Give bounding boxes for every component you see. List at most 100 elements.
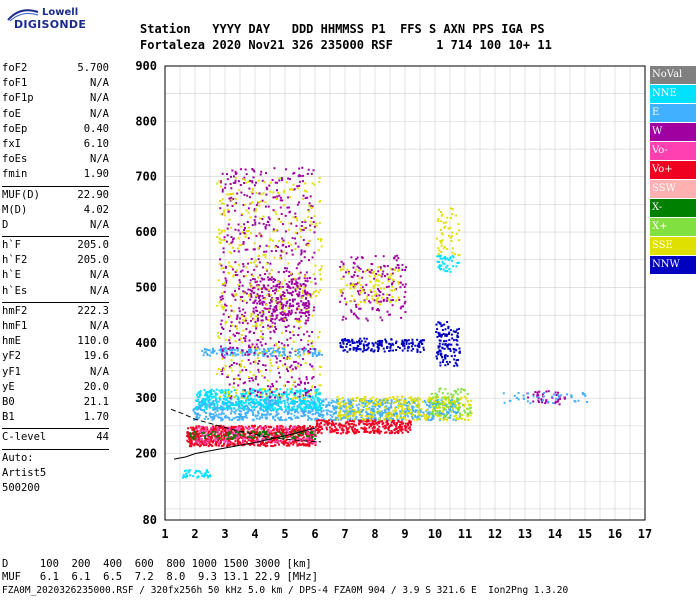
- data-point: [375, 422, 378, 424]
- data-point: [296, 348, 299, 351]
- data-point: [290, 369, 293, 372]
- data-point: [277, 192, 279, 195]
- data-point: [364, 415, 367, 418]
- data-point: [258, 192, 261, 195]
- data-point: [314, 402, 317, 405]
- data-point: [370, 348, 373, 351]
- data-point: [453, 411, 456, 413]
- data-point: [321, 427, 324, 430]
- param-row: yF2 19.6: [2, 350, 109, 365]
- data-point: [282, 297, 285, 300]
- data-point: [353, 418, 356, 421]
- data-point: [401, 341, 404, 344]
- data-point: [281, 425, 284, 428]
- data-point: [204, 427, 207, 430]
- data-point: [223, 368, 225, 371]
- param-value: N/A: [90, 218, 109, 231]
- data-point: [217, 368, 220, 370]
- data-point: [211, 401, 214, 404]
- data-point: [298, 180, 301, 183]
- data-point: [372, 285, 375, 288]
- data-point: [249, 232, 252, 235]
- data-point: [318, 352, 321, 355]
- data-point: [203, 410, 206, 413]
- data-point: [311, 377, 314, 380]
- data-point: [208, 412, 211, 415]
- data-point: [288, 356, 291, 359]
- data-point: [338, 426, 341, 429]
- data-point: [381, 420, 384, 423]
- data-point: [246, 322, 249, 325]
- data-point: [426, 416, 429, 419]
- data-point: [321, 400, 324, 402]
- data-point: [211, 351, 214, 354]
- data-point: [241, 418, 244, 421]
- data-point: [313, 406, 316, 409]
- data-point: [300, 311, 303, 314]
- data-point: [232, 310, 235, 313]
- data-point: [400, 421, 403, 424]
- data-point: [408, 401, 410, 403]
- data-point: [224, 284, 227, 287]
- data-point: [360, 414, 363, 417]
- data-point: [356, 265, 359, 268]
- data-point: [455, 418, 457, 421]
- data-point: [435, 412, 437, 415]
- data-point: [322, 404, 325, 407]
- data-point: [212, 395, 215, 398]
- data-point: [279, 257, 282, 260]
- data-point: [389, 313, 391, 316]
- data-point: [245, 441, 248, 444]
- data-point: [386, 415, 389, 418]
- data-point: [278, 407, 281, 410]
- data-point: [274, 407, 277, 410]
- data-point: [421, 343, 424, 345]
- data-point: [230, 175, 232, 178]
- data-point: [252, 425, 255, 428]
- data-point: [211, 426, 214, 429]
- data-point: [412, 398, 414, 401]
- data-point: [244, 340, 247, 342]
- data-point: [379, 274, 382, 277]
- data-point: [419, 351, 422, 354]
- data-point: [245, 181, 247, 184]
- data-point: [360, 301, 363, 303]
- data-point: [299, 434, 302, 437]
- data-point: [331, 399, 334, 402]
- data-point: [408, 419, 411, 422]
- data-point: [287, 403, 290, 406]
- data-point: [188, 445, 191, 448]
- data-point: [252, 411, 254, 414]
- data-point: [224, 391, 227, 393]
- data-point: [281, 285, 284, 288]
- data-point: [384, 411, 387, 414]
- data-point: [283, 312, 286, 315]
- data-point: [401, 339, 404, 342]
- data-point: [226, 193, 229, 196]
- data-point: [231, 246, 234, 249]
- data-point: [403, 285, 406, 288]
- data-point: [232, 353, 235, 356]
- data-point: [432, 408, 435, 411]
- data-point: [220, 430, 223, 433]
- data-point: [240, 395, 243, 398]
- param-value: N/A: [90, 107, 109, 120]
- data-point: [379, 399, 381, 402]
- data-point: [308, 313, 311, 316]
- data-point: [261, 409, 264, 411]
- data-point: [317, 336, 319, 339]
- data-point: [214, 425, 217, 427]
- header-values: Fortaleza 2020 Nov21 326 235000 RSF 1 71…: [140, 38, 552, 52]
- data-point: [242, 435, 245, 438]
- data-point: [286, 405, 289, 408]
- data-point: [250, 313, 253, 316]
- data-point: [308, 210, 311, 213]
- data-point: [364, 340, 367, 343]
- data-point: [320, 238, 323, 240]
- data-point: [433, 400, 436, 403]
- data-point: [268, 315, 271, 318]
- data-point: [256, 414, 259, 417]
- data-point: [228, 193, 231, 196]
- data-point: [298, 184, 301, 187]
- param-value: N/A: [90, 77, 109, 90]
